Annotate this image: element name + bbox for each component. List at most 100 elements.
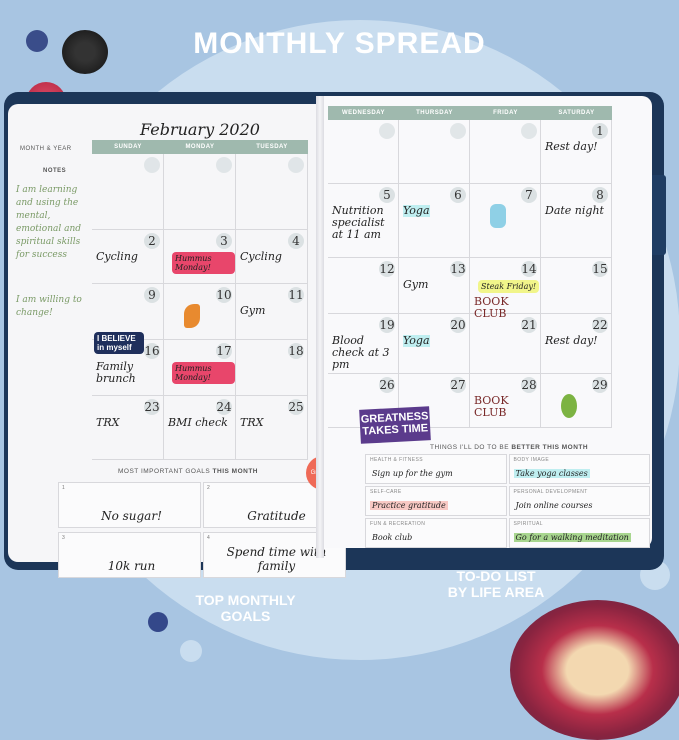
day-number: 10 (216, 287, 232, 303)
thing-item[interactable]: Fun & Recreation Book club (365, 518, 507, 548)
day-header: FRIDAY (470, 106, 541, 120)
day-number: 8 (592, 187, 608, 203)
month-year-label: MONTH & YEAR (20, 146, 72, 152)
goal-box[interactable]: 1 No sugar! (58, 482, 201, 528)
day-entry: Yoga (403, 334, 430, 347)
day-entry: Gym (403, 278, 429, 291)
day-header: MONDAY (164, 140, 236, 154)
thing-item[interactable]: Health & Fitness Sign up for the gym (365, 454, 507, 484)
callout-todo: TO-DO LIST BY LIFE AREA (447, 568, 545, 600)
day-header: SUNDAY (92, 140, 164, 154)
goal-box[interactable]: 3 10k run (58, 532, 201, 578)
calendar-day-cell[interactable] (164, 154, 236, 230)
calendar-day-cell[interactable]: 19 Blood check at 3 pm (328, 314, 399, 374)
spine (316, 96, 324, 558)
thing-item[interactable]: Self-care Practice gratitude (365, 486, 507, 516)
calendar-day-cell[interactable]: 18 (236, 340, 308, 396)
calendar-day-cell[interactable]: 20 Yoga (399, 314, 470, 374)
day-number: 2 (144, 233, 160, 249)
day-entry: Rest day! (545, 140, 598, 153)
highlight-sticker: Hummus Monday! (172, 252, 235, 274)
calendar-day-cell[interactable] (236, 154, 308, 230)
blueberry-image (26, 30, 48, 52)
calendar-day-cell[interactable]: 12 (328, 258, 399, 314)
calendar-day-cell[interactable]: 24 BMI check (164, 396, 236, 460)
day-number: 14 (521, 261, 537, 277)
calendar-day-cell[interactable]: 28 BOOK CLUB (470, 374, 541, 428)
calendar-day-cell[interactable]: 3 Hummus Monday! (164, 230, 236, 284)
thing-item[interactable]: Spiritual Go for a walking meditation (508, 518, 650, 548)
thing-category: Fun & Recreation (370, 521, 426, 527)
calendar-day-cell[interactable]: 7 (470, 184, 541, 258)
day-number: 25 (288, 399, 304, 415)
highlight-sticker: Steak Friday! (478, 280, 540, 293)
thing-text: Go for a walking meditation (513, 533, 631, 542)
carrot-icon (184, 304, 200, 328)
calendar-day-cell[interactable]: 6 Yoga (399, 184, 470, 258)
goals-title-bold: THIS MONTH (212, 468, 258, 475)
left-page: MONTH & YEAR February 2020 NOTES I am le… (8, 104, 346, 578)
thing-item[interactable]: Personal development Join online courses (508, 486, 650, 516)
thing-category: Self-care (370, 489, 402, 495)
things-title: THINGS I'LL DO TO BE BETTER THIS MONTH (430, 444, 588, 451)
calendar-day-cell[interactable] (399, 120, 470, 184)
day-entry: Gym (240, 304, 266, 317)
calendar-day-cell[interactable]: 16 I BELIEVE in myself Family brunch (92, 332, 164, 396)
calendar-day-cell[interactable]: 22 Rest day! (541, 314, 612, 374)
thing-category: Personal development (513, 489, 588, 495)
day-number: 6 (450, 187, 466, 203)
day-number: 11 (288, 287, 304, 303)
calendar-day-cell[interactable]: 15 (541, 258, 612, 314)
day-entry: Rest day! (545, 334, 598, 347)
apple-icon (561, 394, 577, 418)
day-number-empty (144, 157, 160, 173)
day-number: 9 (144, 287, 160, 303)
decor-dot (180, 640, 202, 662)
calendar-day-cell[interactable]: 2 Cycling (92, 230, 164, 284)
day-number-empty (216, 157, 232, 173)
goal-number: 2 (207, 485, 210, 491)
calendar-day-cell[interactable]: 14 Steak Friday! BOOK CLUB (470, 258, 541, 320)
calendar-day-cell[interactable] (328, 120, 399, 184)
calendar-day-cell[interactable]: 21 (470, 314, 541, 374)
goals-title-text: MOST IMPORTANT GOALS (118, 468, 211, 475)
water-bottle-icon (490, 204, 506, 228)
calendar-day-cell[interactable]: 8 Date night (541, 184, 612, 258)
goal-number: 3 (62, 535, 65, 541)
calendar-day-cell[interactable]: 29 (541, 374, 612, 428)
calendar-day-cell[interactable] (470, 120, 541, 184)
right-page: WEDNESDAY THURSDAY FRIDAY SATURDAY 1 Rest day… (320, 96, 652, 548)
calendar-day-cell[interactable]: 25 TRX (236, 396, 308, 460)
calendar-day-cell[interactable] (92, 154, 164, 230)
goals-title: MOST IMPORTANT GOALS THIS MONTH (118, 468, 258, 475)
calendar-day-cell[interactable]: 23 TRX (92, 396, 164, 460)
things-title-text: THINGS I'LL DO TO BE (430, 444, 510, 451)
day-number: 1 (592, 123, 608, 139)
thing-item[interactable]: Body image Take yoga classes (508, 454, 650, 484)
day-entry: TRX (240, 416, 264, 429)
calendar-day-cell[interactable]: 13 Gym (399, 258, 470, 314)
calendar-day-cell[interactable]: 4 Cycling (236, 230, 308, 284)
calendar-day-cell[interactable]: 5 Nutrition specialist at 11 am (328, 184, 399, 258)
day-number-empty (521, 123, 537, 139)
fig-image (510, 600, 679, 740)
calendar-day-cell[interactable]: 27 (399, 374, 470, 428)
greatness-sticker: GREATNESS TAKES TIME (359, 406, 431, 444)
day-number-empty (450, 123, 466, 139)
day-number: 29 (592, 377, 608, 393)
calendar-day-cell[interactable]: 10 (164, 284, 236, 340)
calendar-day-cell[interactable]: 17 Hummus Monday! (164, 340, 236, 396)
day-header: TUESDAY (236, 140, 308, 154)
calendar-day-cell[interactable]: 1 Rest day! (541, 120, 612, 184)
goal-text: Spend time with family (226, 545, 327, 573)
day-number: 19 (379, 317, 395, 333)
day-entry: Cycling (96, 250, 138, 263)
day-number: 22 (592, 317, 608, 333)
goal-number: 4 (207, 535, 210, 541)
goal-text: Gratitude (247, 509, 306, 523)
headline: MONTHLY SPREAD (0, 28, 679, 59)
day-number-empty (288, 157, 304, 173)
things-title-bold: BETTER THIS MONTH (511, 444, 589, 451)
calendar-day-cell[interactable]: 11 Gym (236, 284, 308, 340)
believe-sticker: I BELIEVE in myself (94, 332, 144, 354)
